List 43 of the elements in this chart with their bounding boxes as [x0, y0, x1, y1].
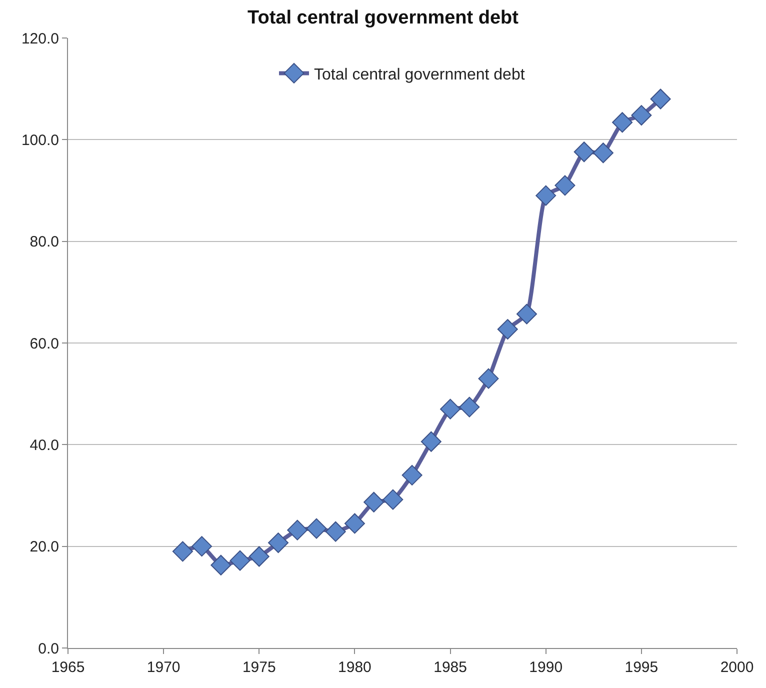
point: [440, 398, 461, 420]
point: [172, 541, 193, 562]
y-tick-label: 100.0: [21, 132, 59, 149]
x-tick-label: 2000: [720, 659, 754, 676]
x-tick-label: 1985: [434, 659, 467, 676]
point: [631, 105, 652, 126]
point: [248, 546, 270, 567]
point: [574, 142, 594, 162]
legend-label: Total central government debt: [314, 66, 526, 84]
point: [268, 532, 289, 554]
x-tick-label: 1980: [338, 659, 372, 676]
y-tick-label: 20.0: [30, 538, 59, 556]
point: [344, 513, 365, 534]
y-tick-label: 60.0: [30, 335, 59, 352]
point: [402, 464, 422, 486]
point: [516, 304, 537, 324]
point: [306, 518, 327, 539]
point: [478, 368, 499, 389]
point: [287, 520, 308, 540]
x-tick-label: 1965: [51, 659, 85, 676]
point: [364, 492, 384, 512]
point: [420, 431, 442, 452]
y-tick-label: 120.0: [21, 30, 59, 48]
y-tick-label: 0.0: [38, 640, 59, 658]
point: [192, 536, 212, 557]
point: [650, 88, 671, 110]
point: [554, 175, 576, 196]
x-tick-label: 1990: [529, 659, 563, 676]
y-tick-label: 80.0: [30, 234, 59, 251]
point: [230, 550, 250, 571]
chart-title: Total central government debt: [248, 8, 520, 29]
point: [536, 185, 556, 206]
point: [382, 489, 404, 510]
point: [459, 396, 480, 418]
point: [210, 554, 232, 576]
x-tick-label: 1970: [146, 659, 180, 676]
x-tick-label: 1975: [242, 659, 276, 676]
point: [612, 112, 633, 133]
point: [592, 142, 614, 164]
y-tick-label: 40.0: [30, 436, 59, 454]
x-tick-label: 1995: [624, 659, 658, 676]
point: [497, 319, 518, 340]
point: [325, 521, 346, 542]
